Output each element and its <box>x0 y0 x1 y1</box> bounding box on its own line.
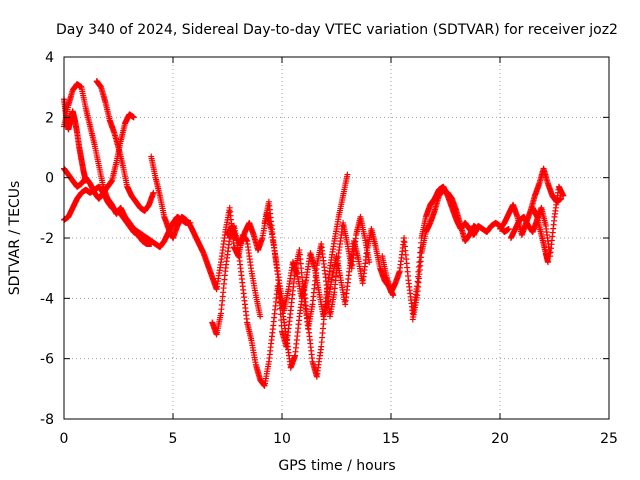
data-point <box>344 171 351 178</box>
x-tick-label: 25 <box>600 431 618 447</box>
x-tick-label: 0 <box>60 431 69 447</box>
data-point-trace <box>275 276 282 283</box>
y-axis-label: SDTVAR / TECUs <box>7 181 23 296</box>
series-arc-5 <box>61 96 89 184</box>
x-tick-label: 20 <box>491 431 509 447</box>
axis-ticks: 0 5 10 15 20 25 -8 -6 -4 -2 0 2 4 <box>40 50 618 447</box>
data-point <box>150 189 157 196</box>
data-point <box>130 114 137 121</box>
y-tick-label: -8 <box>40 412 54 428</box>
x-tick-label: 5 <box>169 431 178 447</box>
series-arc-10 <box>379 183 512 317</box>
series-arc-9 <box>261 198 373 350</box>
series-arc-4 <box>93 78 157 214</box>
data-point <box>274 271 281 278</box>
data-points <box>61 78 567 389</box>
data-point <box>257 313 264 320</box>
y-tick-label: -6 <box>40 352 54 368</box>
series-arc-11 <box>409 186 482 323</box>
x-axis-label: GPS time / hours <box>278 458 395 474</box>
series-arc-7 <box>209 171 351 389</box>
x-tick-label: 10 <box>273 431 291 447</box>
series-arc-8 <box>224 210 397 320</box>
y-tick-label: 2 <box>45 110 54 126</box>
data-point <box>148 241 155 248</box>
y-tick-label: 0 <box>45 171 54 187</box>
y-tick-label: -2 <box>40 231 54 247</box>
gridlines <box>64 57 609 419</box>
data-point <box>82 177 89 184</box>
x-tick-label: 15 <box>382 431 400 447</box>
chart-title: Day 340 of 2024, Sidereal Day-to-day VTE… <box>56 22 618 38</box>
series-arc-3 <box>61 111 137 202</box>
y-tick-label: -4 <box>40 291 54 307</box>
y-tick-label: 4 <box>45 50 54 66</box>
